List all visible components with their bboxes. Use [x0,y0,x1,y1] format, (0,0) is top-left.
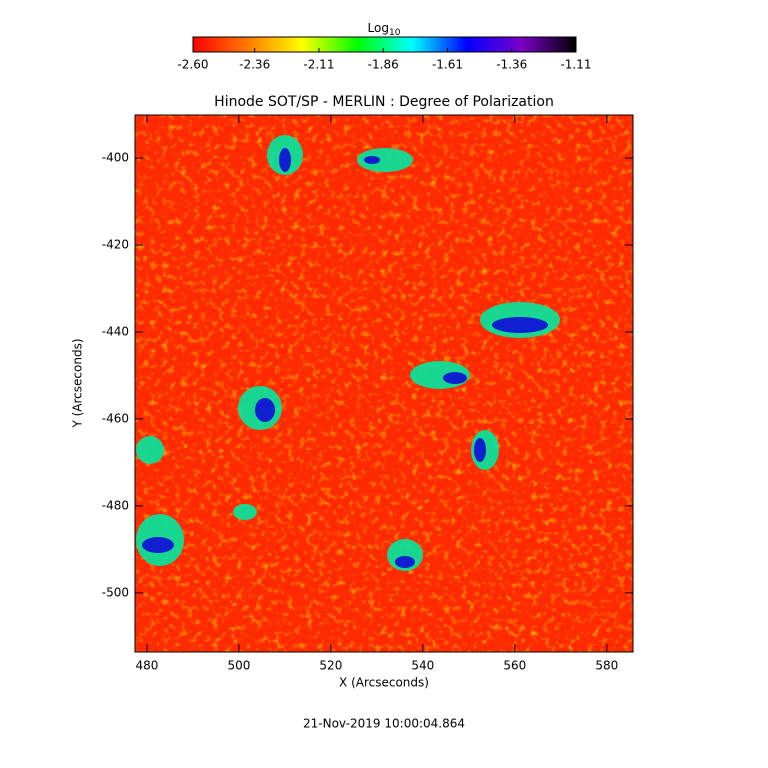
image [135,115,633,652]
footer-date: 21-Nov-2019 10:00:04.864 [303,717,465,731]
colorbar-tick-label: -2.60 [177,58,208,72]
y-tick-label: -480 [102,498,129,512]
plot-frame [134,114,634,653]
y-tick-label: -440 [102,324,129,338]
x-tick-label: 540 [411,659,434,673]
y-axis-label: Y (Arcseconds) [71,338,85,428]
colorbar-tick-label: -1.11 [560,58,591,72]
colorbar-label: Log10 [368,21,401,38]
y-tick-label: -420 [102,238,129,252]
y-tick-label: -460 [102,411,129,425]
colorbar-tick-label: -1.61 [432,58,463,72]
x-tick-label: 500 [227,659,250,673]
x-tick-label: 480 [136,659,159,673]
colorbar-tick-label: -1.86 [368,58,399,72]
colorbar-tick-label: -2.36 [239,58,270,72]
colorbar [192,36,577,53]
x-tick-label: 580 [595,659,618,673]
x-tick-label: 560 [503,659,526,673]
colorbar-tick-label: -2.11 [303,58,334,72]
x-axis-label: X (Arcseconds) [339,676,429,690]
chart-title: Hinode SOT/SP - MERLIN : Degree of Polar… [214,94,554,110]
y-tick-label: -500 [102,585,129,599]
y-tick-label: -400 [102,151,129,165]
x-tick-label: 520 [319,659,342,673]
colorbar-tick-label: -1.36 [496,58,527,72]
